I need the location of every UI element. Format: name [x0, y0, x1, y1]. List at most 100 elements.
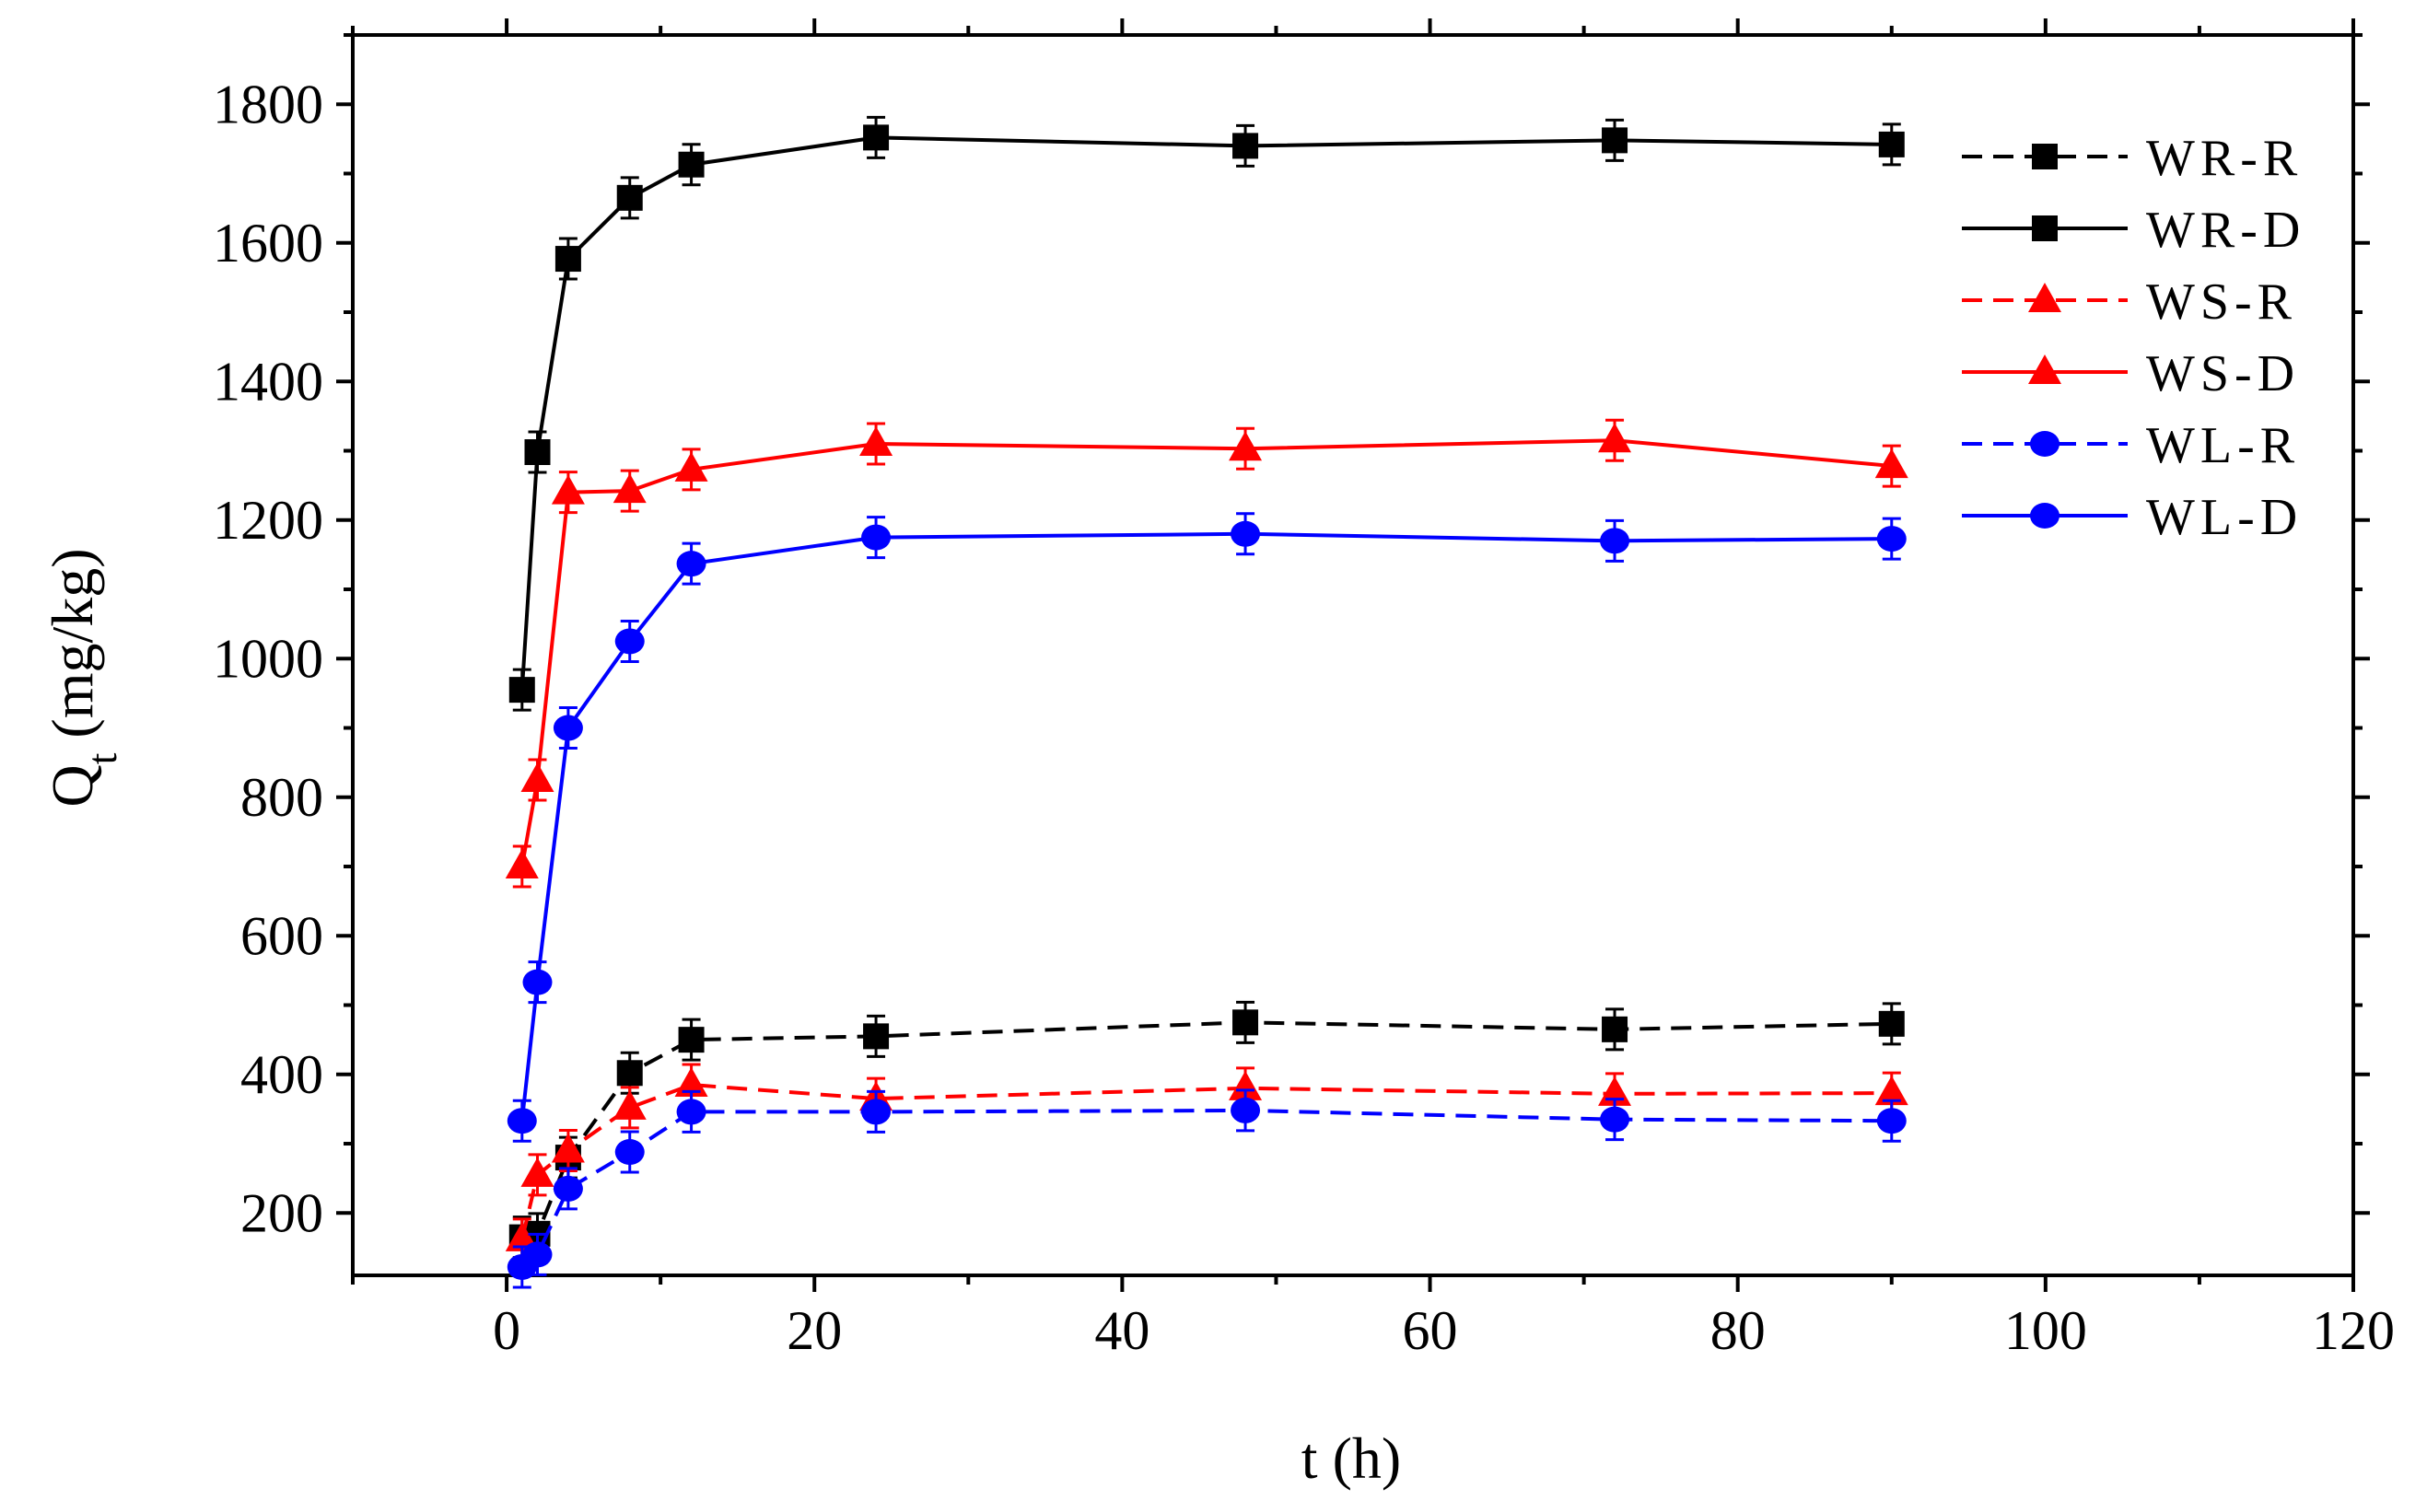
data-point-ws-r — [613, 1089, 647, 1120]
data-point-wr-r — [1602, 1016, 1628, 1042]
y-tick-label: 1400 — [213, 351, 323, 412]
x-tick-label: 120 — [2312, 1300, 2395, 1361]
legend-label-ws-d: WS-D — [2146, 345, 2300, 402]
data-point-ws-d — [674, 451, 708, 482]
legend-marker-ws-r — [2028, 283, 2061, 312]
data-point-ws-r — [1874, 1076, 1908, 1106]
y-axis-title-main: Q — [40, 764, 105, 807]
data-point-ws-d — [1598, 423, 1632, 453]
data-point-ws-d — [505, 849, 539, 879]
legend-item-ws-r: WS-R — [1962, 273, 2297, 331]
x-tick-label: 60 — [1403, 1300, 1458, 1361]
series-line-ws-r — [519, 1083, 1892, 1240]
y-axis-title-unit: (mg/kg) — [40, 548, 105, 752]
data-point-wr-d — [554, 246, 581, 273]
y-tick-label: 1200 — [213, 490, 323, 551]
legend-marker-wl-r — [2030, 431, 2059, 457]
data-point-wl-d — [522, 969, 553, 995]
axes: 0 20 40 60 80 100 120 200 400 600 800 1000 1200 1400 1… — [213, 18, 2395, 1361]
legend-marker-wr-r — [2032, 144, 2058, 169]
y-axis-title: Qt (mg/kg) — [40, 548, 125, 807]
y-tick-label: 200 — [240, 1182, 323, 1243]
data-point-ws-d — [1874, 448, 1908, 479]
data-point-wl-r — [1231, 1097, 1261, 1123]
data-point-wl-r — [614, 1139, 645, 1166]
data-point-wr-d — [508, 677, 535, 704]
data-point-wl-d — [861, 524, 892, 551]
series-ws-r — [505, 1063, 1908, 1262]
data-point-wl-d — [1600, 528, 1630, 554]
series-layer — [505, 115, 1908, 1289]
legend-item-wl-r: WL-R — [1962, 417, 2300, 474]
legend-item-wl-d: WL-D — [1962, 489, 2303, 546]
data-point-wr-d — [524, 439, 551, 466]
data-point-wr-d — [1232, 133, 1259, 159]
data-point-wr-d — [1602, 127, 1628, 154]
x-tick-label: 100 — [2004, 1300, 2087, 1361]
data-point-ws-d — [551, 474, 585, 505]
y-tick-label: 1600 — [213, 213, 323, 273]
series-wr-r — [508, 1000, 1905, 1260]
x-tick-label: 80 — [1710, 1300, 1766, 1361]
legend-label-wl-r: WL-R — [2146, 417, 2300, 474]
y-tick-label: 800 — [240, 767, 323, 828]
y-tick-label: 600 — [240, 905, 323, 966]
data-point-ws-r — [1229, 1070, 1263, 1100]
legend: WR-R WR-D WS-R WS-D WL-R WL-D — [1962, 130, 2305, 546]
data-point-wl-r — [676, 1099, 706, 1125]
series-line-ws-d — [519, 438, 1892, 867]
y-tick-label: 1800 — [213, 74, 323, 134]
series-wr-d — [508, 115, 1905, 712]
data-point-ws-d — [859, 425, 893, 456]
y-tick-label: 1000 — [213, 628, 323, 689]
data-point-wl-r — [522, 1241, 553, 1268]
data-point-ws-r — [551, 1133, 585, 1163]
plot-frame — [351, 33, 2355, 1277]
data-point-wl-d — [676, 551, 706, 577]
data-point-wr-r — [1878, 1010, 1905, 1037]
data-point-ws-r — [674, 1067, 708, 1098]
series-wl-r — [507, 1088, 1907, 1289]
series-line-wl-d — [519, 531, 1892, 1122]
legend-item-ws-d: WS-D — [1962, 345, 2300, 402]
y-tick-label: 400 — [240, 1044, 323, 1105]
legend-marker-wr-d — [2032, 215, 2058, 241]
data-point-ws-r — [520, 1157, 554, 1187]
series-line-wl-r — [520, 1108, 1892, 1269]
data-point-wr-d — [678, 151, 705, 178]
data-point-ws-d — [613, 473, 647, 504]
x-tick-label: 20 — [787, 1300, 842, 1361]
legend-marker-wl-d — [2030, 503, 2059, 529]
data-point-wl-d — [614, 628, 645, 655]
data-point-wr-d — [863, 124, 890, 151]
legend-marker-ws-d — [2028, 355, 2061, 384]
data-point-wl-r — [861, 1099, 892, 1125]
data-point-wl-d — [1231, 520, 1261, 547]
data-point-wl-r — [553, 1175, 583, 1202]
x-tick-label: 0 — [493, 1300, 520, 1361]
data-point-ws-d — [520, 762, 554, 792]
data-point-wl-r — [1600, 1106, 1630, 1133]
legend-label-wl-d: WL-D — [2146, 489, 2303, 546]
legend-label-wr-d: WR-D — [2146, 202, 2305, 259]
series-line-wr-r — [521, 1020, 1892, 1239]
data-point-wr-r — [863, 1023, 890, 1050]
legend-item-wr-d: WR-D — [1962, 202, 2305, 259]
data-point-wr-d — [1878, 131, 1905, 157]
data-point-wr-r — [678, 1027, 705, 1053]
data-point-wl-d — [507, 1108, 537, 1134]
data-point-wr-d — [616, 184, 643, 211]
legend-label-ws-r: WS-R — [2146, 273, 2297, 331]
series-ws-d — [505, 418, 1908, 889]
data-point-wl-r — [1876, 1108, 1907, 1134]
y-axis-title-sub: t — [78, 752, 125, 764]
x-tick-label: 40 — [1094, 1300, 1149, 1361]
series-line-wr-d — [519, 135, 1892, 691]
legend-label-wr-r: WR-R — [2146, 130, 2303, 187]
x-axis-title: t (h) — [1301, 1425, 1401, 1491]
data-point-wr-r — [616, 1060, 643, 1087]
data-point-wl-d — [1876, 526, 1907, 552]
data-point-wl-d — [553, 715, 583, 741]
data-point-wr-r — [1232, 1009, 1259, 1036]
